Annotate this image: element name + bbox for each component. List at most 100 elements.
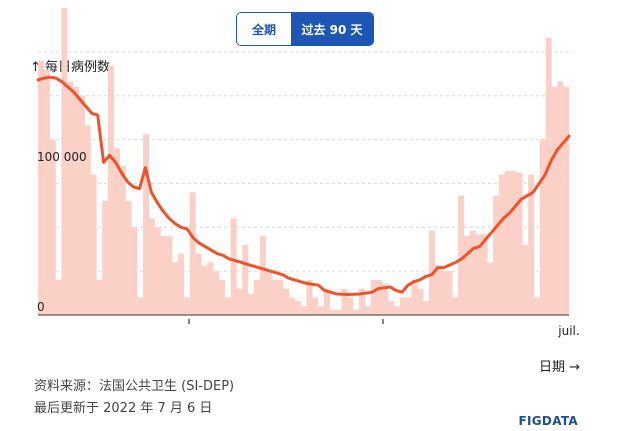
source-block: 资料来源：法国公共卫生 (SI-DEP) 最后更新于 2022 年 7 月 6 …: [34, 376, 234, 420]
bar-0: [38, 60, 45, 315]
bar-48: [318, 306, 325, 315]
bar-49: [323, 288, 330, 315]
bar-68: [434, 265, 441, 315]
bar-39: [265, 271, 272, 315]
bar-50: [329, 309, 336, 315]
bar-29: [207, 262, 214, 315]
bar-47: [312, 297, 319, 315]
bar-65: [417, 288, 424, 315]
bar-77: [487, 262, 494, 315]
bar-85: [533, 297, 541, 315]
bar-74: [469, 230, 476, 315]
bar-55: [358, 288, 365, 315]
bar-71: [452, 297, 459, 315]
bar-10: [96, 279, 103, 315]
bar-31: [218, 279, 225, 315]
bar-20: [154, 227, 161, 315]
bar-75: [475, 234, 482, 315]
y-axis-label: ↑ 每日病例数: [30, 60, 111, 75]
bar-59: [382, 283, 389, 315]
bar-84: [528, 174, 535, 315]
bar-12: [108, 65, 115, 315]
bar-57: [370, 279, 377, 315]
bar-23: [172, 262, 179, 315]
bar-18: [143, 134, 150, 315]
bar-4: [61, 8, 68, 315]
bar-42: [283, 288, 290, 315]
bar-13: [113, 148, 120, 315]
bar-19: [148, 218, 155, 315]
bar-36: [248, 293, 255, 315]
bar-26: [189, 192, 196, 315]
bar-16: [131, 227, 138, 315]
bar-62: [399, 297, 406, 315]
bar-11: [102, 200, 109, 315]
axes-group: [38, 314, 569, 324]
bar-14: [119, 165, 126, 315]
bar-76: [481, 234, 488, 315]
bar-53: [347, 297, 354, 315]
source-text: 资料来源：法国公共卫生 (SI-DEP): [34, 379, 235, 394]
period-toggle[interactable]: 全期 过去 90 天: [236, 12, 374, 46]
y-tick-label-1: 100 000: [37, 150, 87, 164]
bar-90: [563, 86, 570, 315]
bar-70: [446, 271, 453, 315]
bar-46: [306, 279, 313, 315]
x-axis-label: 日期 →: [538, 360, 580, 375]
bar-28: [201, 265, 208, 315]
bar-17: [137, 297, 144, 315]
bar-15: [125, 200, 132, 315]
bar-73: [463, 236, 471, 315]
bar-78: [493, 195, 500, 315]
bar-37: [253, 279, 260, 315]
bar-56: [364, 306, 371, 315]
bar-88: [551, 86, 558, 315]
bar-86: [539, 139, 546, 315]
bar-63: [405, 297, 412, 315]
y-tick-label-0: 0: [37, 300, 45, 314]
trend-line: [36, 75, 571, 296]
bar-80: [504, 171, 511, 315]
bar-38: [259, 236, 266, 315]
bar-3: [55, 279, 62, 315]
bar-44: [294, 300, 301, 315]
bar-27: [195, 253, 202, 315]
bar-72: [458, 195, 465, 315]
bar-8: [84, 125, 91, 315]
bar-45: [300, 306, 307, 315]
bar-1: [43, 69, 50, 316]
bar-54: [353, 309, 360, 315]
bar-82: [516, 172, 523, 315]
bar-60: [388, 300, 395, 315]
bar-2: [49, 139, 56, 315]
bar-69: [440, 271, 447, 315]
bar-40: [271, 279, 278, 315]
bar-6: [73, 86, 80, 315]
bar-41: [277, 279, 284, 315]
bar-5: [67, 81, 74, 316]
bar-83: [522, 244, 529, 315]
bar-52: [341, 288, 348, 315]
x-tick-label-juil: juil.: [557, 324, 579, 338]
bar-30: [213, 271, 220, 315]
bar-25: [183, 297, 190, 315]
bar-21: [160, 236, 167, 315]
bar-61: [393, 306, 400, 315]
bar-33: [230, 218, 237, 315]
bar-87: [545, 37, 552, 315]
bar-35: [242, 244, 249, 315]
bar-22: [166, 236, 173, 315]
figdata-logo: FIGDATA: [518, 414, 578, 428]
last-90-days-button[interactable]: 过去 90 天: [291, 13, 373, 45]
bar-51: [335, 309, 342, 315]
bars-group: [38, 8, 570, 316]
bar-34: [236, 288, 243, 315]
bar-24: [178, 253, 185, 315]
bar-43: [288, 297, 295, 315]
bar-66: [423, 300, 430, 315]
all-period-button[interactable]: 全期: [237, 13, 291, 45]
bar-58: [376, 279, 383, 315]
bar-9: [90, 174, 97, 315]
bar-32: [224, 297, 231, 315]
bar-89: [557, 81, 564, 316]
